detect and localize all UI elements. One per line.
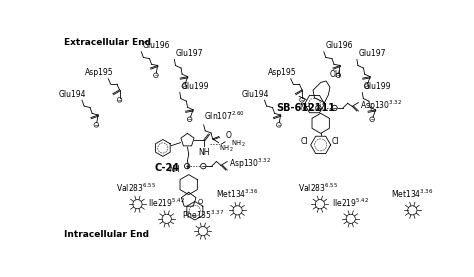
Text: Glu199: Glu199 xyxy=(364,82,392,91)
Text: NH$_2$: NH$_2$ xyxy=(219,144,233,155)
Text: Glu199: Glu199 xyxy=(182,82,209,91)
Text: NH: NH xyxy=(299,103,310,112)
Text: Met134$^{3.36}$: Met134$^{3.36}$ xyxy=(391,188,434,200)
Text: Val283$^{6.55}$: Val283$^{6.55}$ xyxy=(116,182,156,194)
Text: NH$_2$: NH$_2$ xyxy=(231,139,246,149)
Text: Glu196: Glu196 xyxy=(325,41,353,50)
Text: Glu196: Glu196 xyxy=(143,41,170,50)
Text: Intracellular End: Intracellular End xyxy=(64,230,149,239)
Text: NH: NH xyxy=(198,148,210,157)
Text: Gln107$^{2.60}$: Gln107$^{2.60}$ xyxy=(204,109,245,122)
Text: O: O xyxy=(225,131,231,140)
Text: Extracellular End: Extracellular End xyxy=(64,38,151,47)
Text: Phe135$^{3.37}$: Phe135$^{3.37}$ xyxy=(182,209,224,221)
Text: Glu197: Glu197 xyxy=(176,49,203,58)
Text: SB-612111: SB-612111 xyxy=(276,103,335,113)
Text: Cl: Cl xyxy=(301,137,309,146)
Text: Glu194: Glu194 xyxy=(59,90,86,99)
Text: Met134$^{3.36}$: Met134$^{3.36}$ xyxy=(216,188,259,200)
Text: OH: OH xyxy=(330,70,342,79)
Text: Asp130$^{3.32}$: Asp130$^{3.32}$ xyxy=(229,157,271,171)
Text: O: O xyxy=(197,199,202,204)
Text: Asp195: Asp195 xyxy=(267,68,296,77)
Text: Glu194: Glu194 xyxy=(241,90,269,99)
Text: NH: NH xyxy=(168,165,180,175)
Text: Val283$^{6.55}$: Val283$^{6.55}$ xyxy=(298,182,338,194)
Text: C-24: C-24 xyxy=(154,163,179,173)
Text: Ile219$^{5.42}$: Ile219$^{5.42}$ xyxy=(332,196,369,209)
Text: Ile219$^{5.42}$: Ile219$^{5.42}$ xyxy=(148,196,185,209)
Text: Asp195: Asp195 xyxy=(85,68,114,77)
Text: Cl: Cl xyxy=(331,137,339,146)
Text: Glu197: Glu197 xyxy=(358,49,386,58)
Text: Asp130$^{3.32}$: Asp130$^{3.32}$ xyxy=(360,98,402,113)
